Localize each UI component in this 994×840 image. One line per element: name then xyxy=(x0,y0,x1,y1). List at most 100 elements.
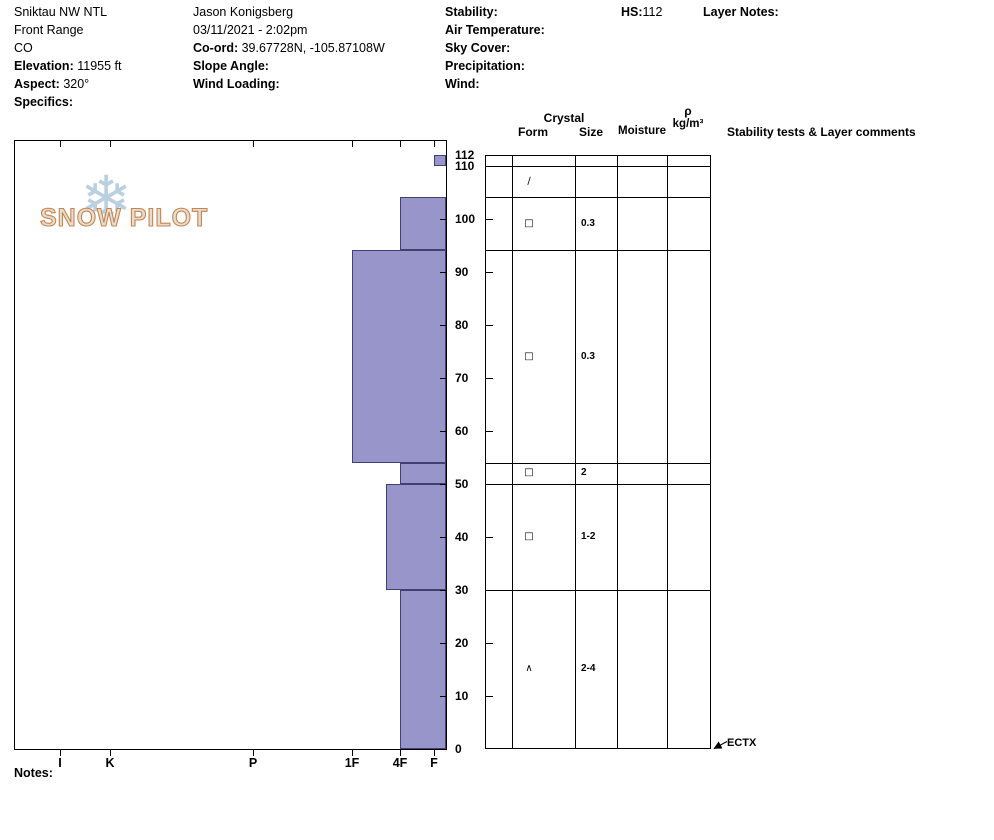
snowpilot-logo: ❄ SNOW PILOT xyxy=(39,168,210,252)
depth-tick-table xyxy=(486,377,493,379)
table-column-line xyxy=(575,155,576,749)
header-field: HS:112 xyxy=(621,5,663,19)
hardness-tick-top xyxy=(400,141,401,147)
depth-tick-chart xyxy=(440,218,446,220)
header-field: Slope Angle: xyxy=(193,59,269,73)
depth-label-70: 70 xyxy=(455,370,469,385)
hardness-chart-frame xyxy=(14,140,447,750)
hardness-tick-bottom xyxy=(352,750,353,756)
faceted-crystals-icon: □ xyxy=(524,467,534,479)
depth-tick-table xyxy=(486,324,493,326)
snowpilot-logo-text: SNOW PILOT xyxy=(39,203,209,232)
depth-label-10: 10 xyxy=(455,688,469,703)
depth-tick-table xyxy=(486,695,493,697)
grain-size: 2 xyxy=(581,467,587,479)
ectx-arrow xyxy=(713,741,728,749)
hardness-label-1F: 1F xyxy=(344,756,360,770)
form-column-header: Form xyxy=(518,125,548,139)
depth-tick-chart xyxy=(440,589,446,591)
decomposing-fragments-icon: ∕ xyxy=(527,175,531,187)
header-field: Stability: xyxy=(445,5,498,19)
size-column-header: Size xyxy=(578,125,604,139)
depth-hoar-icon: ∧ xyxy=(525,663,533,675)
hardness-tick-bottom xyxy=(253,750,254,756)
hardness-tick-top xyxy=(60,141,61,147)
grain-size: 0.3 xyxy=(581,217,595,229)
hardness-label-P: P xyxy=(248,756,258,770)
header-field: Front Range xyxy=(14,23,84,37)
hardness-tick-bottom xyxy=(400,750,401,756)
header-field: Elevation: 11955 ft xyxy=(14,59,122,73)
hardness-label-F: F xyxy=(430,756,438,770)
crystal-table-frame xyxy=(485,155,711,749)
depth-tick-chart xyxy=(440,377,446,379)
header-field: Layer Notes: xyxy=(703,5,779,19)
moisture-column-header: Moisture xyxy=(618,125,666,137)
depth-label-90: 90 xyxy=(455,264,469,279)
depth-label-20: 20 xyxy=(455,635,469,650)
table-column-line xyxy=(512,155,513,749)
layer-boundary-line xyxy=(485,197,711,199)
faceted-crystals-icon: □ xyxy=(524,530,534,542)
table-column-line xyxy=(667,155,668,749)
hardness-tick-top xyxy=(434,141,435,147)
grain-size: 0.3 xyxy=(581,350,595,362)
layer-boundary-line xyxy=(485,165,711,167)
header-field: Wind Loading: xyxy=(193,77,280,91)
hardness-tick-top xyxy=(253,141,254,147)
density-units-header: kg/m³ xyxy=(672,118,704,130)
grain-size: 2-4 xyxy=(581,663,596,675)
hardness-tick-bottom xyxy=(60,750,61,756)
hardness-bar-104-94 xyxy=(400,197,446,251)
layer-boundary-line xyxy=(485,462,711,464)
depth-tick-table xyxy=(486,536,493,538)
layer-boundary-line xyxy=(485,250,711,252)
depth-tick-table xyxy=(486,430,493,432)
hardness-bar-30-0 xyxy=(400,589,446,749)
crystal-column-header: Crystal xyxy=(543,111,585,125)
depth-tick-chart xyxy=(440,430,446,432)
depth-label-30: 30 xyxy=(455,582,469,597)
header-field: CO xyxy=(14,41,33,55)
depth-label-80: 80 xyxy=(455,317,469,332)
header-field: Wind: xyxy=(445,77,480,91)
depth-tick-chart xyxy=(440,642,446,644)
hardness-bar-94-54 xyxy=(352,250,446,463)
notes-label: Notes: xyxy=(14,766,53,780)
faceted-crystals-icon: □ xyxy=(524,350,534,362)
depth-tick-table xyxy=(486,642,493,644)
hardness-tick-bottom xyxy=(110,750,111,756)
hardness-label-I: I xyxy=(58,756,62,770)
header-field: Co-ord: 39.67728N, -105.87108W xyxy=(193,41,385,55)
depth-label-100: 100 xyxy=(455,211,476,226)
faceted-crystals-icon: □ xyxy=(524,217,534,229)
depth-tick-table xyxy=(486,271,493,273)
depth-tick-chart xyxy=(440,324,446,326)
snowflake-icon: ❄ xyxy=(80,162,132,235)
stability-test-result: ECTX xyxy=(727,737,757,749)
header-field: Sky Cover: xyxy=(445,41,511,55)
depth-tick-chart xyxy=(440,271,446,273)
header-field: Jason Konigsberg xyxy=(193,5,294,19)
header-field: Air Temperature: xyxy=(445,23,545,37)
grain-size: 1-2 xyxy=(581,530,596,542)
hardness-bar-50-30 xyxy=(386,483,446,590)
header-field: Aspect: 320° xyxy=(14,77,90,91)
hardness-tick-top xyxy=(110,141,111,147)
hardness-tick-top xyxy=(352,141,353,147)
depth-label-112: 112 xyxy=(455,148,475,162)
hardness-label-4F: 4F xyxy=(392,756,408,770)
depth-label-40: 40 xyxy=(455,529,469,544)
hardness-bar-112-110 xyxy=(434,155,446,166)
layer-boundary-line xyxy=(485,483,711,485)
stability-column-header: Stability tests & Layer comments xyxy=(727,125,916,139)
header-field: 03/11/2021 - 2:02pm xyxy=(193,23,308,37)
depth-tick-chart xyxy=(440,483,446,485)
hardness-tick-bottom xyxy=(434,750,435,756)
depth-label-50: 50 xyxy=(455,476,469,491)
layer-boundary-line xyxy=(485,589,711,591)
hardness-label-K: K xyxy=(105,756,115,770)
hardness-bar-54-50 xyxy=(400,462,446,484)
depth-label-0: 0 xyxy=(455,742,462,756)
